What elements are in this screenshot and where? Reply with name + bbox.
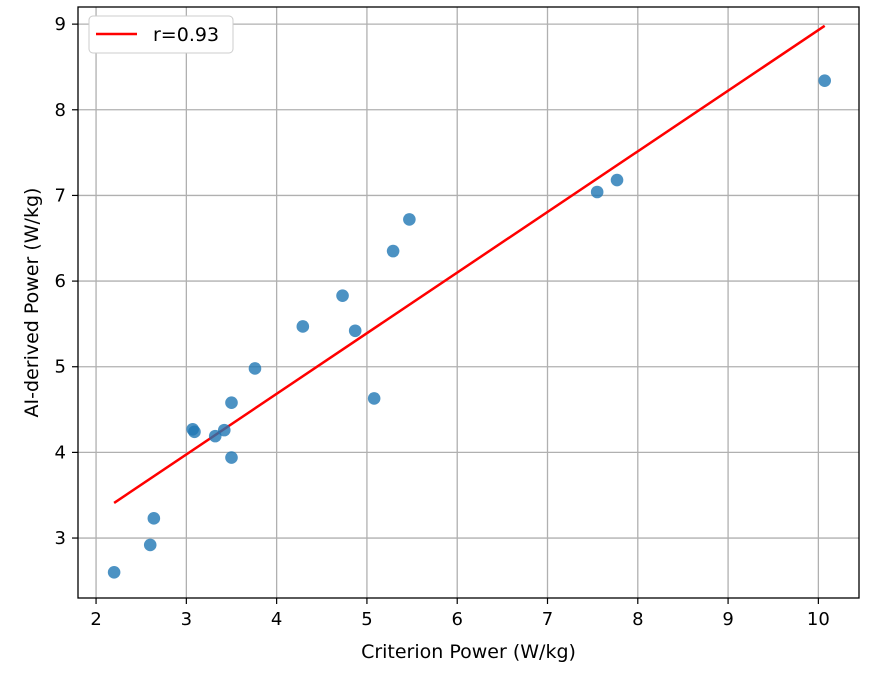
y-tick-label: 8 — [55, 100, 66, 121]
y-tick-label: 6 — [55, 271, 66, 292]
x-tick-label: 3 — [181, 609, 192, 630]
data-point — [217, 423, 231, 437]
data-point — [248, 362, 262, 375]
data-point — [143, 538, 157, 552]
legend-box — [88, 15, 234, 54]
data-point — [386, 244, 400, 258]
y-tick-label: 7 — [55, 185, 66, 206]
x-tick-label: 8 — [632, 609, 643, 630]
data-point — [296, 320, 310, 333]
data-point — [590, 185, 604, 199]
data-point — [225, 396, 238, 410]
x-axis-label: Criterion Power (W/kg) — [361, 641, 576, 663]
data-point — [403, 213, 416, 226]
x-tick-label: 7 — [542, 609, 553, 630]
x-tick-label: 2 — [90, 609, 101, 630]
y-tick-label: 3 — [55, 528, 66, 549]
data-point — [610, 173, 624, 187]
x-tick-label: 4 — [271, 609, 282, 630]
data-point — [348, 324, 362, 338]
x-tick-label: 5 — [361, 609, 372, 630]
x-tick-label: 10 — [807, 609, 830, 630]
axis-ticks: 2 3 4 5 6 7 8 9 10 3 4 5 6 7 8 9 — [55, 14, 830, 630]
grid-lines — [78, 7, 859, 598]
x-tick-label: 9 — [722, 609, 733, 630]
x-tick-label: 6 — [451, 609, 462, 630]
data-points — [107, 74, 831, 579]
y-tick-label: 4 — [55, 442, 66, 463]
regression-line — [113, 24, 826, 504]
regression-line-layer — [113, 24, 826, 504]
data-point — [188, 425, 201, 439]
data-point — [336, 289, 349, 302]
y-axis-label: AI-derived Power (W/kg) — [21, 188, 43, 418]
data-point — [208, 429, 222, 443]
legend-label: r=0.93 — [153, 24, 219, 46]
y-tick-label: 9 — [55, 14, 66, 35]
data-point — [107, 566, 121, 579]
legend: r=0.93 — [88, 15, 234, 54]
y-tick-label: 5 — [55, 357, 66, 378]
data-point — [147, 512, 161, 525]
data-point — [367, 392, 381, 405]
data-point — [225, 451, 238, 464]
plot-frame — [77, 6, 860, 599]
data-point — [818, 74, 831, 87]
